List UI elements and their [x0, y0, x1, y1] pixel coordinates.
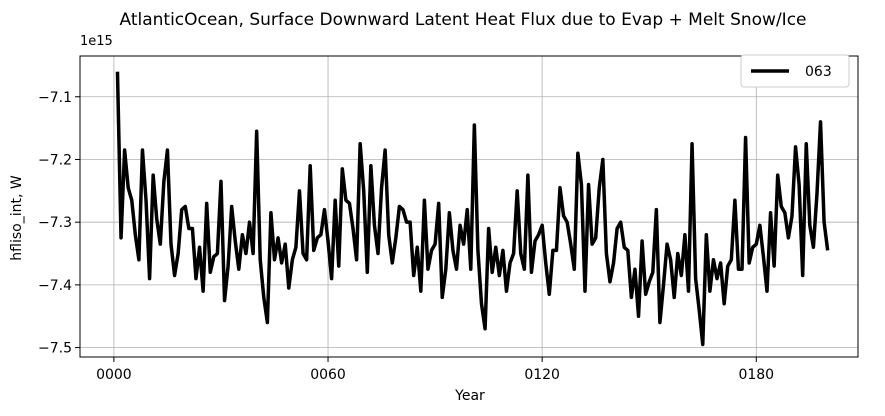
- y-axis-offset-text: 1e15: [80, 34, 113, 49]
- chart-title: AtlanticOcean, Surface Downward Latent H…: [120, 10, 807, 30]
- plot-frame: [79, 55, 859, 358]
- x-tick-label: 0180: [738, 367, 774, 383]
- y-tick-label: −7.5: [38, 341, 72, 357]
- y-tick-label: −7.1: [38, 90, 72, 106]
- x-tick-label: 0120: [524, 367, 560, 383]
- series-line-063: [115, 71, 830, 347]
- y-axis: −7.1 −7.2 −7.3 −7.4 −7.5: [38, 90, 80, 357]
- y-tick-label: −7.3: [38, 215, 72, 231]
- legend: 063: [740, 54, 850, 88]
- y-tick-label: −7.4: [38, 278, 72, 294]
- series-lines: [115, 71, 830, 347]
- x-tick-label: 0060: [310, 367, 346, 383]
- legend-label: 063: [805, 64, 832, 80]
- legend-box: [740, 54, 850, 88]
- grid: [80, 56, 858, 357]
- x-axis: 0000 0060 0120 0180: [96, 357, 774, 383]
- x-tick-label: 0000: [96, 367, 132, 383]
- x-axis-label: Year: [454, 388, 485, 404]
- y-tick-label: −7.2: [38, 152, 72, 168]
- y-axis-label: hfliso_int, W: [9, 175, 25, 261]
